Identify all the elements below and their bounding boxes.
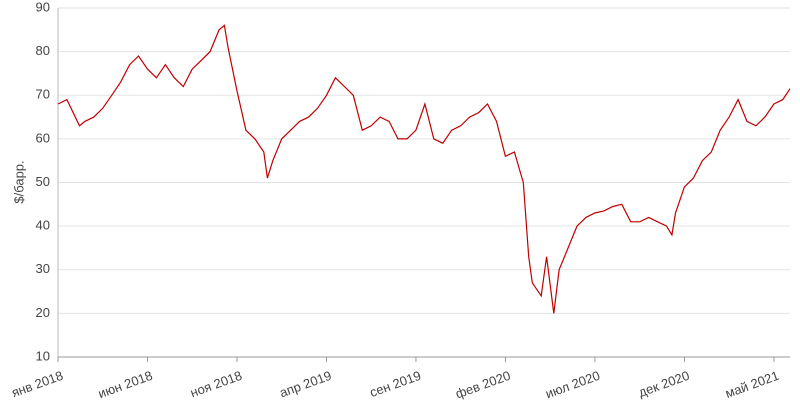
y-tick-label: 80 bbox=[36, 43, 50, 58]
y-tick-label: 10 bbox=[36, 348, 50, 363]
y-tick-label: 70 bbox=[36, 87, 50, 102]
x-tick-label: янв 2018 bbox=[9, 368, 65, 400]
y-tick-label: 60 bbox=[36, 130, 50, 145]
x-tick-label: май 2021 bbox=[723, 368, 781, 401]
x-tick-label: июн 2018 bbox=[96, 368, 154, 401]
x-tick-label: фев 2020 bbox=[453, 368, 512, 402]
price-line bbox=[57, 24, 791, 314]
x-tick-label: апр 2019 bbox=[278, 368, 334, 401]
y-axis-label: $/барр. bbox=[11, 160, 26, 203]
y-tick-label: 20 bbox=[36, 305, 50, 320]
x-tick-label: июл 2020 bbox=[543, 368, 602, 402]
y-tick-label: 90 bbox=[36, 0, 50, 14]
y-tick-label: 30 bbox=[36, 261, 50, 276]
x-tick-label: ноя 2018 bbox=[188, 368, 244, 401]
x-tick-label: сен 2019 bbox=[368, 368, 423, 400]
y-tick-label: 40 bbox=[36, 218, 50, 233]
x-tick-label: дек 2020 bbox=[636, 368, 691, 400]
y-tick-label: 50 bbox=[36, 174, 50, 189]
